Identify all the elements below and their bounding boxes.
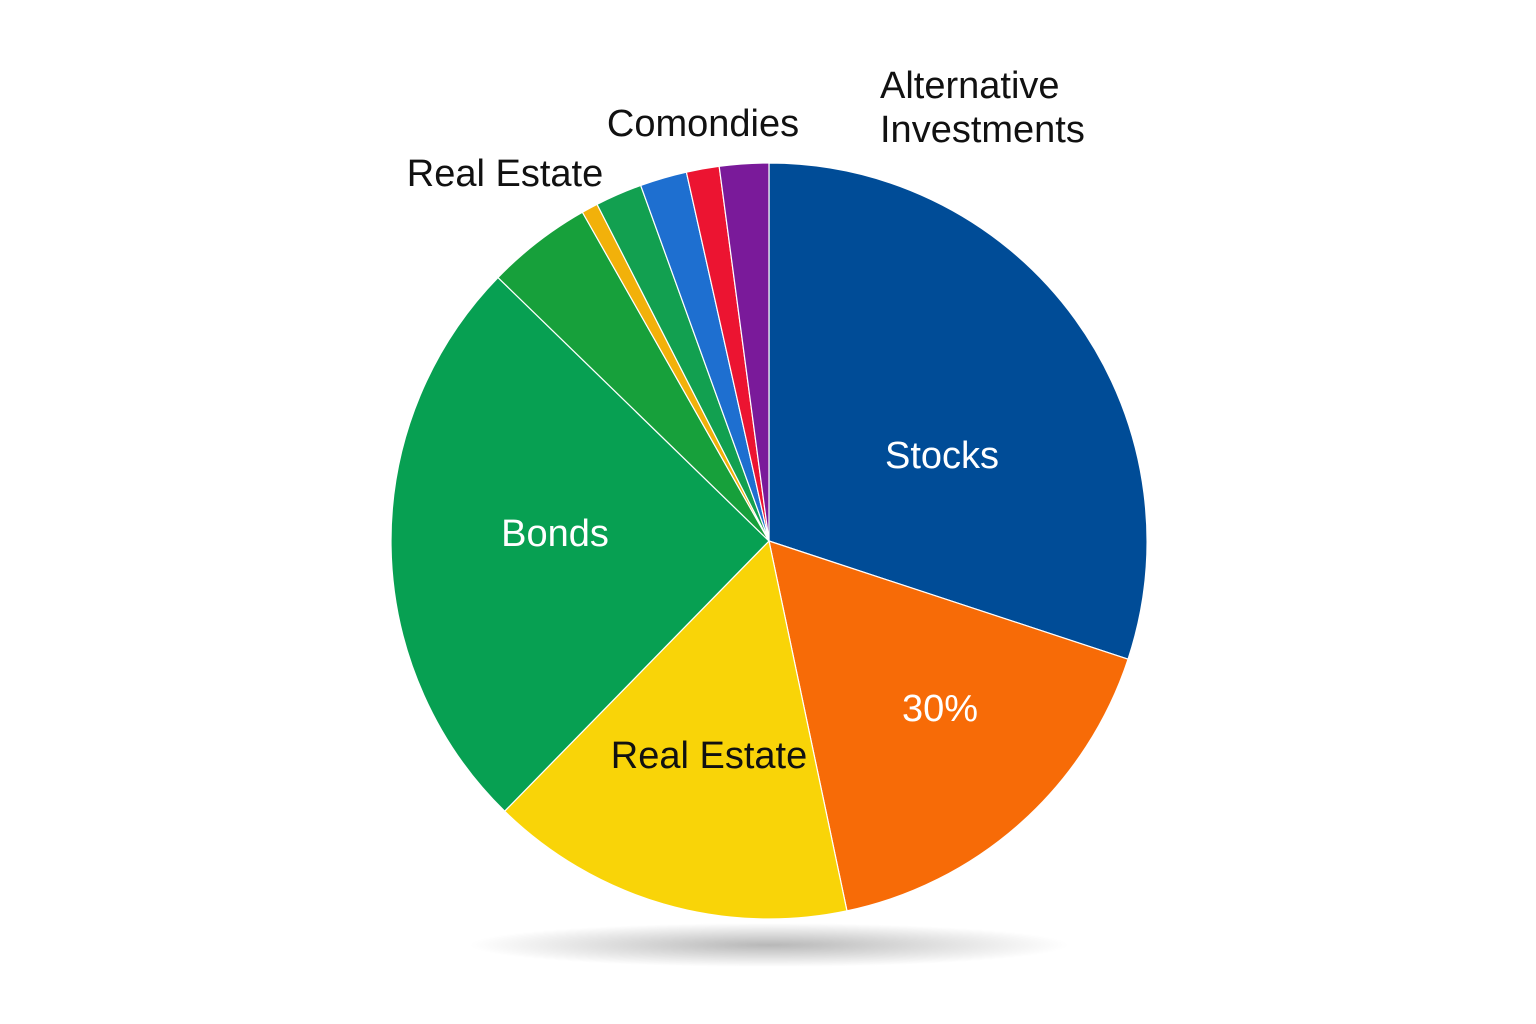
pie-slice — [503, 539, 848, 920]
pie-slice — [390, 276, 770, 813]
pie-slice — [768, 162, 1148, 660]
slice-label: Bonds — [501, 513, 609, 555]
slice-label: Real Estate — [611, 735, 807, 777]
slice-label: Alternative Investments — [880, 65, 1085, 151]
annotation: 30% — [902, 688, 978, 730]
pie-slice — [768, 540, 1129, 912]
pie-shadow — [469, 923, 1069, 967]
slice-label: Real Estate — [407, 153, 603, 195]
slice-label: Comondies — [607, 103, 799, 145]
pie-slice — [718, 162, 770, 542]
slice-label: Stocks — [885, 435, 999, 477]
